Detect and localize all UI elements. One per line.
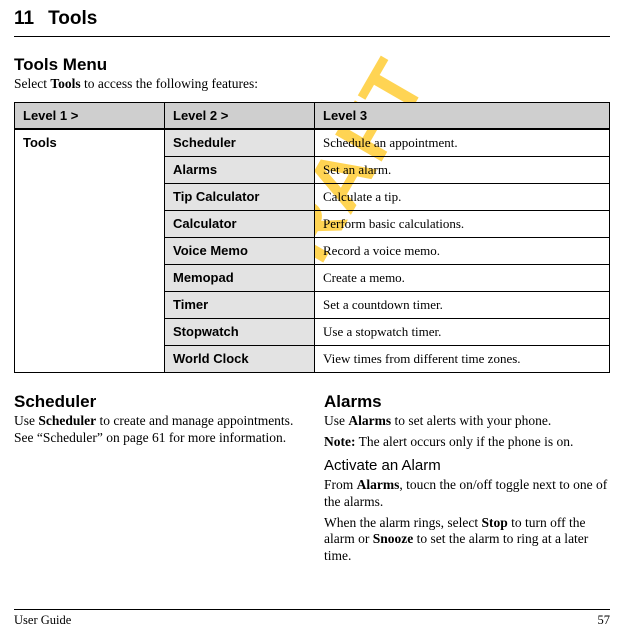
text-bold: Stop bbox=[481, 515, 507, 530]
text: Use bbox=[14, 413, 38, 428]
cell-l2: Alarms bbox=[165, 157, 315, 184]
th-level1: Level 1 > bbox=[15, 103, 165, 130]
table-header-row: Level 1 > Level 2 > Level 3 bbox=[15, 103, 610, 130]
intro-pre: Select bbox=[14, 76, 50, 91]
chapter-number: 11 bbox=[14, 8, 34, 29]
text-bold: Note: bbox=[324, 434, 355, 449]
cell-l3: Use a stopwatch timer. bbox=[315, 319, 610, 346]
left-column: Scheduler Use Scheduler to create and ma… bbox=[14, 391, 300, 569]
cell-l3: Schedule an appointment. bbox=[315, 129, 610, 157]
alarms-para-1: Use Alarms to set alerts with your phone… bbox=[324, 413, 610, 430]
cell-l2: Stopwatch bbox=[165, 319, 315, 346]
table-row: Tools Scheduler Schedule an appointment. bbox=[15, 129, 610, 157]
cell-l3: Set an alarm. bbox=[315, 157, 610, 184]
page-footer: User Guide 57 bbox=[14, 609, 610, 628]
two-column-body: Scheduler Use Scheduler to create and ma… bbox=[14, 391, 610, 569]
cell-l2: World Clock bbox=[165, 346, 315, 373]
text-bold: Snooze bbox=[373, 531, 414, 546]
alarms-heading: Alarms bbox=[324, 391, 610, 412]
cell-l3: Perform basic calculations. bbox=[315, 211, 610, 238]
intro-bold: Tools bbox=[50, 76, 80, 91]
cell-l2: Scheduler bbox=[165, 129, 315, 157]
text: to set alerts with your phone. bbox=[391, 413, 551, 428]
scheduler-para: Use Scheduler to create and manage appoi… bbox=[14, 413, 300, 447]
chapter-title: Tools bbox=[48, 8, 97, 29]
chapter-header: 11 Tools bbox=[14, 8, 610, 37]
cell-l3: Record a voice memo. bbox=[315, 238, 610, 265]
intro-post: to access the following features: bbox=[81, 76, 258, 91]
text: When the alarm rings, select bbox=[324, 515, 481, 530]
activate-para-2: When the alarm rings, select Stop to tur… bbox=[324, 515, 610, 566]
cell-l3: Set a countdown timer. bbox=[315, 292, 610, 319]
text-bold: Alarms bbox=[348, 413, 391, 428]
activate-para-1: From Alarms, toucn the on/off toggle nex… bbox=[324, 477, 610, 511]
right-column: Alarms Use Alarms to set alerts with you… bbox=[324, 391, 610, 569]
text: The alert occurs only if the phone is on… bbox=[355, 434, 573, 449]
cell-l1: Tools bbox=[15, 129, 165, 373]
footer-left: User Guide bbox=[14, 613, 71, 628]
th-level3: Level 3 bbox=[315, 103, 610, 130]
th-level2: Level 2 > bbox=[165, 103, 315, 130]
cell-l3: Calculate a tip. bbox=[315, 184, 610, 211]
cell-l2: Tip Calculator bbox=[165, 184, 315, 211]
alarms-note: Note: The alert occurs only if the phone… bbox=[324, 434, 610, 451]
cell-l2: Voice Memo bbox=[165, 238, 315, 265]
text: Use bbox=[324, 413, 348, 428]
section-heading: Tools Menu bbox=[14, 55, 610, 75]
activate-alarm-heading: Activate an Alarm bbox=[324, 457, 610, 476]
text-bold: Alarms bbox=[357, 477, 400, 492]
scheduler-heading: Scheduler bbox=[14, 391, 300, 412]
text: From bbox=[324, 477, 357, 492]
cell-l2: Memopad bbox=[165, 265, 315, 292]
footer-page-number: 57 bbox=[598, 613, 611, 628]
tools-menu-table: Level 1 > Level 2 > Level 3 Tools Schedu… bbox=[14, 102, 610, 373]
cell-l3: View times from different time zones. bbox=[315, 346, 610, 373]
cell-l3: Create a memo. bbox=[315, 265, 610, 292]
cell-l2: Timer bbox=[165, 292, 315, 319]
text-bold: Scheduler bbox=[38, 413, 96, 428]
section-intro: Select Tools to access the following fea… bbox=[14, 76, 610, 92]
cell-l2: Calculator bbox=[165, 211, 315, 238]
